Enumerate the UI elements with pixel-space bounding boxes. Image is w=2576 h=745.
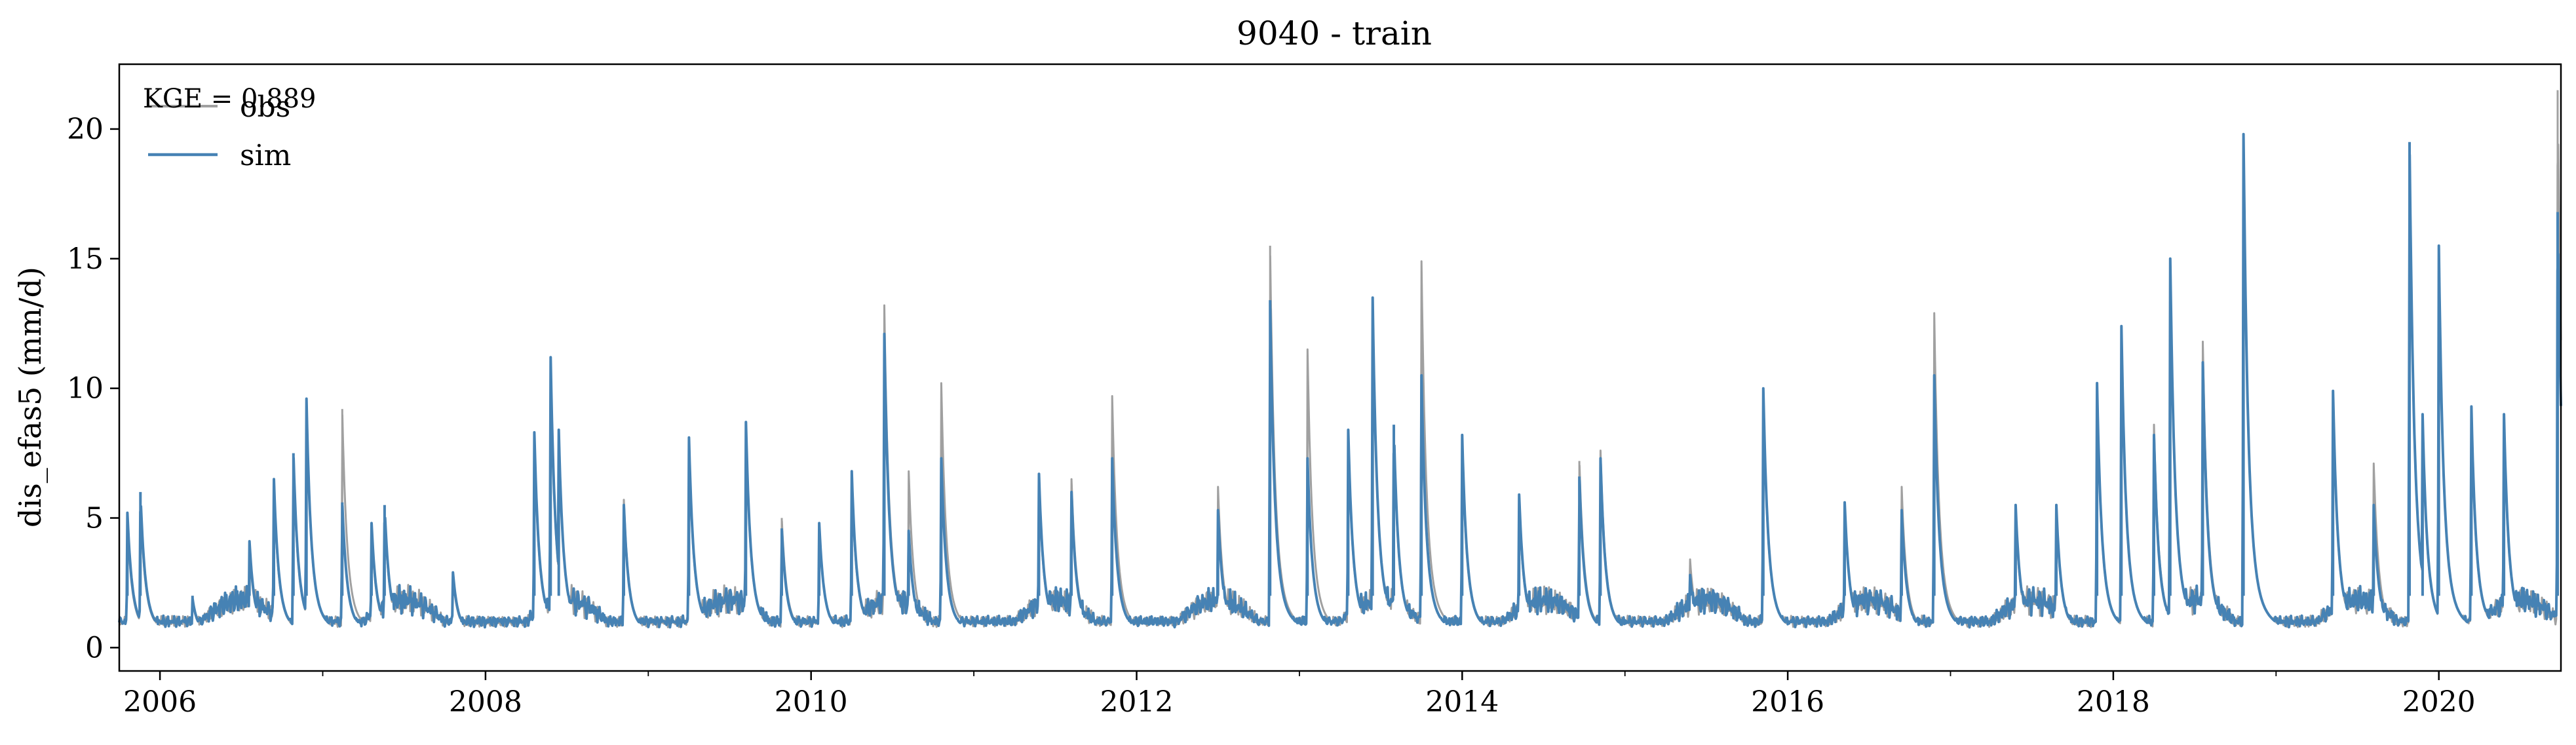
y-tick-label: 20 bbox=[67, 113, 104, 146]
y-tick-label: 15 bbox=[67, 242, 104, 276]
y-tick-label: 5 bbox=[85, 502, 104, 535]
x-tick-label: 2010 bbox=[775, 685, 848, 719]
y-axis-label: dis_efas5 (mm/d) bbox=[12, 267, 48, 527]
x-tick-label: 2016 bbox=[1751, 685, 1824, 719]
plot-frame bbox=[119, 64, 2561, 671]
y-tick-label: 0 bbox=[85, 631, 104, 664]
x-tick-label: 2020 bbox=[2402, 685, 2476, 719]
x-tick-label: 2018 bbox=[2077, 685, 2150, 719]
x-tick-label: 2014 bbox=[1425, 685, 1499, 719]
sim-series-line bbox=[119, 134, 2561, 628]
x-tick-label: 2006 bbox=[123, 685, 197, 719]
x-tick-label: 2012 bbox=[1100, 685, 1174, 719]
x-tick-label: 2008 bbox=[449, 685, 522, 719]
plot-area bbox=[119, 90, 2561, 628]
y-tick-label: 10 bbox=[67, 372, 104, 406]
kge-annotation: KGE = 0.889 bbox=[143, 84, 317, 114]
legend-sim-label: sim bbox=[240, 139, 291, 172]
obs-series-line bbox=[119, 90, 2561, 628]
chart-title: 9040 - train bbox=[1237, 14, 1432, 52]
